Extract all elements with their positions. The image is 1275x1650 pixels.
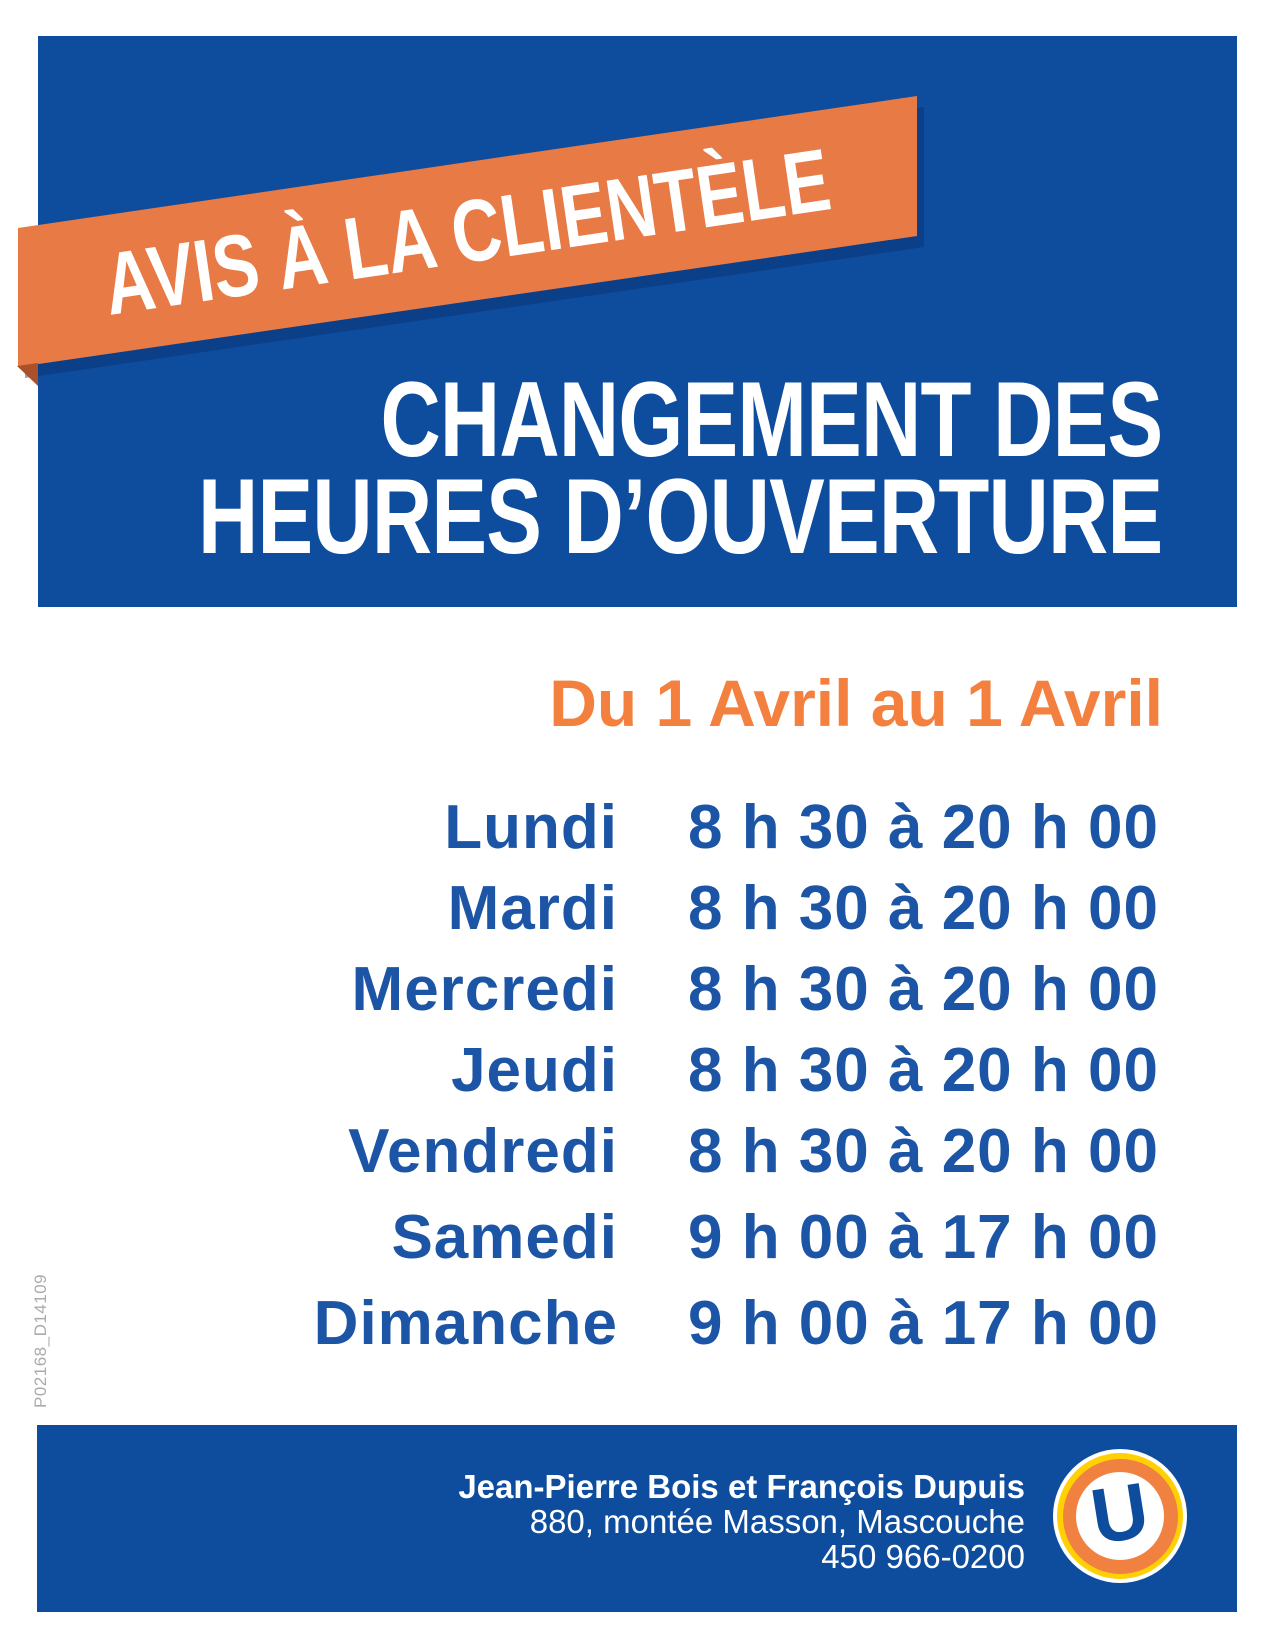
store-phone: 450 966-0200: [821, 1538, 1025, 1575]
footer-panel: Jean-Pierre Bois et François Dupuis 880,…: [37, 1425, 1237, 1612]
print-code: P02168_D14109: [31, 1273, 50, 1408]
schedule-day: Vendredi: [348, 1117, 618, 1186]
schedule-day: Jeudi: [451, 1036, 618, 1105]
logo-u-letter: U: [1084, 1465, 1155, 1561]
date-range: Du 1 Avril au 1 Avril: [549, 666, 1163, 740]
schedule-row: Mercredi 8 h 30 à 20 h 00: [0, 954, 1275, 1024]
title-line-2: HEURES D’OUVERTURE: [197, 456, 1163, 576]
store-address: 880, montée Masson, Mascouche: [529, 1503, 1025, 1540]
schedule-hours: 8 h 30 à 20 h 00: [688, 793, 1159, 862]
store-logo: U: [1053, 1449, 1187, 1583]
logo-yellow-ring: U: [1057, 1453, 1183, 1579]
schedule-row: Mardi 8 h 30 à 20 h 00: [0, 873, 1275, 943]
schedule-hours: 8 h 30 à 20 h 00: [688, 874, 1159, 943]
page-title: CHANGEMENT DES HEURES D’OUVERTURE: [197, 359, 1163, 576]
ribbon-shape: [18, 96, 917, 367]
schedule-day: Samedi: [391, 1203, 618, 1272]
schedule-hours: 8 h 30 à 20 h 00: [688, 1036, 1159, 1105]
schedule-day: Mardi: [447, 874, 618, 943]
schedule-hours: 9 h 00 à 17 h 00: [688, 1289, 1159, 1358]
schedule-day: Dimanche: [313, 1289, 618, 1358]
schedule-day: Lundi: [444, 793, 618, 862]
schedule-hours: 8 h 30 à 20 h 00: [688, 1117, 1159, 1186]
schedule-day: Mercredi: [351, 955, 618, 1024]
schedule-row: Samedi 9 h 00 à 17 h 00: [0, 1202, 1275, 1272]
owner-names: Jean-Pierre Bois et François Dupuis: [458, 1468, 1025, 1505]
schedule-hours: 8 h 30 à 20 h 00: [688, 955, 1159, 1024]
ribbon-banner: AVIS À LA CLIENTÈLE: [17, 96, 924, 386]
schedule-row: Jeudi 8 h 30 à 20 h 00: [0, 1035, 1275, 1105]
schedule-row: Vendredi 8 h 30 à 20 h 00: [0, 1116, 1275, 1186]
ribbon-fold: [17, 363, 38, 386]
footer-contact-block: Jean-Pierre Bois et François Dupuis 880,…: [458, 1469, 1025, 1574]
schedule-row: Lundi 8 h 30 à 20 h 00: [0, 792, 1275, 862]
title-line-1: CHANGEMENT DES: [380, 359, 1163, 479]
schedule-row: Dimanche 9 h 00 à 17 h 00: [0, 1288, 1275, 1358]
logo-orange-ring: U: [1062, 1458, 1178, 1574]
logo-center-circle: U: [1076, 1465, 1164, 1561]
schedule-hours: 9 h 00 à 17 h 00: [688, 1203, 1159, 1272]
